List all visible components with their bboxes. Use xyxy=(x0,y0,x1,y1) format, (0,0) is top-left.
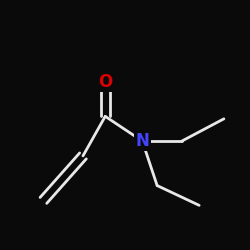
Text: N: N xyxy=(135,132,149,150)
Text: O: O xyxy=(98,73,112,91)
